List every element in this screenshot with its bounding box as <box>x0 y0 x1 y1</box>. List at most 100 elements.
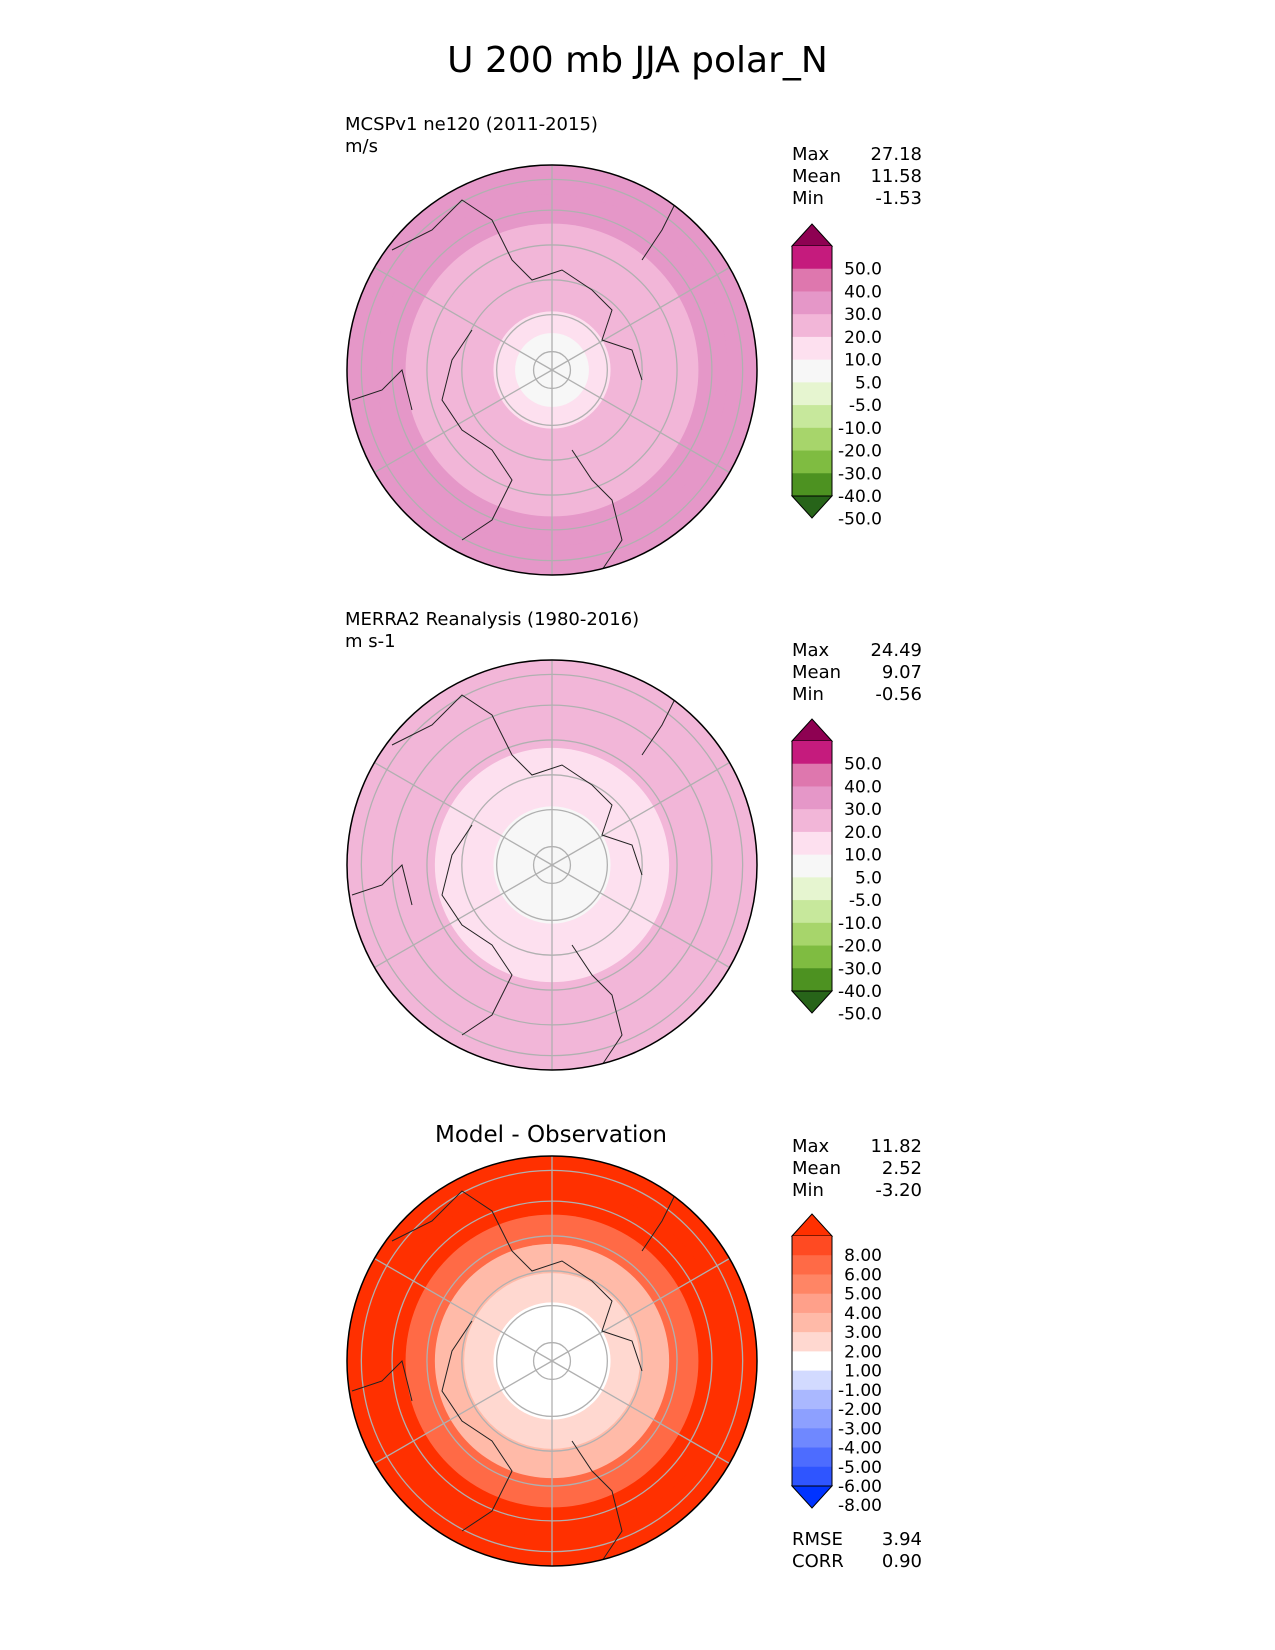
colorbar-bin <box>792 877 832 901</box>
colorbar-tick-label: 10.0 <box>844 351 882 371</box>
colorbar-tick-label: 5.0 <box>855 373 882 393</box>
panel-1-title: MCSPv1 ne120 (2011-2015) m/s <box>345 114 598 158</box>
coastlines <box>351 1180 683 1562</box>
colorbar-tick-label: -20.0 <box>838 442 882 462</box>
colorbar-outline <box>791 246 833 496</box>
colorbar-bin <box>792 1293 832 1314</box>
colorbar-bin <box>792 786 832 810</box>
stat-value-min: -3.20 <box>875 1180 922 1201</box>
metric-value-rmse: 3.94 <box>881 1529 922 1550</box>
colorbar-tick-label: -5.00 <box>838 1458 882 1478</box>
figure-title: U 200 mb JJA polar_N <box>447 40 828 81</box>
colorbar-bin <box>792 1428 832 1449</box>
colorbar-tick-label: 20.0 <box>844 328 882 348</box>
map-boundary <box>346 1155 758 1567</box>
colorbar-tick-label: 30.0 <box>844 800 882 820</box>
stat-value-mean: 2.52 <box>881 1158 922 1179</box>
colorbar-tick-label: -50.0 <box>838 510 882 530</box>
colorbar-tick-label: 4.00 <box>844 1304 882 1324</box>
colorbar-tick-label: 8.00 <box>844 1246 882 1266</box>
colorbar-bin <box>792 831 832 856</box>
colorbar-tick-label: -8.00 <box>838 1496 882 1516</box>
stat-value-mean: 9.07 <box>881 662 922 683</box>
meridian-line <box>374 761 553 866</box>
colorbar-bin <box>792 968 832 992</box>
colorbar-1: 50.040.0 30.0 20.0 10.05.0 -5.0 -10.0 -20.0-30… <box>790 223 882 530</box>
meridian-line <box>374 266 553 371</box>
colorbar-tick-label: 5.00 <box>844 1285 882 1305</box>
colorbar-tick-label: -4.00 <box>838 1439 882 1459</box>
colorbar-tick-label: -30.0 <box>838 464 882 484</box>
colorbar-bin <box>792 268 832 292</box>
colorbar-tick-label: 10.0 <box>844 846 882 866</box>
coastline <box>441 824 513 1036</box>
colorbar-min-extension <box>790 495 834 519</box>
colorbar-bin <box>792 741 832 765</box>
coastline <box>571 1440 623 1562</box>
coastline <box>351 864 413 906</box>
colorbar-tick-label: -5.0 <box>849 891 882 911</box>
coastline <box>571 944 623 1066</box>
colorbar-bin <box>792 1351 832 1372</box>
meridian-line <box>374 1360 553 1465</box>
stat-label-max: Max <box>792 640 830 661</box>
colorbar-bin <box>792 854 832 878</box>
coastline <box>351 369 413 411</box>
colorbar-tick-label: -20.0 <box>838 937 882 957</box>
colorbar-bin <box>792 246 832 270</box>
colorbar-min-extension <box>790 1485 834 1509</box>
colorbar-bin <box>792 291 832 315</box>
metric-label-corr: CORR <box>792 1551 844 1572</box>
colorbar-tick-label: -50.0 <box>838 1005 882 1025</box>
colorbar-2: 50.040.0 30.0 20.0 10.05.0 -5.0 -10.0 -20.0-30… <box>790 718 882 1025</box>
meridian-line <box>374 369 553 474</box>
coastline <box>441 329 513 541</box>
panel-2-units: m s-1 <box>345 631 396 652</box>
stat-label-min: Min <box>792 188 824 209</box>
colorbar-bin <box>792 1370 832 1391</box>
colorbar-max-extension <box>790 223 834 247</box>
meridian-line <box>551 1360 730 1465</box>
colorbar-tick-label: -30.0 <box>838 959 882 979</box>
colorbar-tick-label: 2.00 <box>844 1342 882 1362</box>
stat-value-min: -1.53 <box>875 188 922 209</box>
stat-label-min: Min <box>792 684 824 705</box>
colorbar-tick-label: 50.0 <box>844 260 882 280</box>
colorbar-bin <box>792 1389 832 1410</box>
colorbar-tick-label: 30.0 <box>844 305 882 325</box>
colorbar-bin <box>792 1274 832 1295</box>
coastline <box>351 1360 413 1402</box>
colorbar-bin <box>792 1447 832 1468</box>
colorbar-tick-label: -6.00 <box>838 1477 882 1497</box>
metric-label-rmse: RMSE <box>792 1529 843 1550</box>
colorbar-bin <box>792 922 832 947</box>
coastlines <box>351 684 683 1066</box>
stat-label-max: Max <box>792 144 830 165</box>
colorbar-tick-label: -10.0 <box>838 419 882 439</box>
panel-3-stats: Max 11.82 Mean 2.52 Min -3.20 <box>792 1136 922 1202</box>
stat-value-max: 27.18 <box>870 144 922 165</box>
colorbar-tick-label: -40.0 <box>838 487 882 507</box>
panel-1-units: m/s <box>345 136 378 157</box>
colorbar-outline <box>791 1236 833 1486</box>
meridian-line <box>551 266 730 371</box>
colorbar-tick-label: 40.0 <box>844 777 882 797</box>
coastlines <box>351 189 683 571</box>
meridian-line <box>551 864 730 969</box>
panel-3-metrics: RMSE 3.94 CORR 0.90 <box>792 1529 922 1573</box>
colorbar-bin <box>792 1255 832 1275</box>
lat-lon-grid <box>360 660 744 1070</box>
colorbar-tick-label: 50.0 <box>844 755 882 775</box>
colorbar-tick-label: 5.0 <box>855 868 882 888</box>
stat-value-max: 24.49 <box>870 640 922 661</box>
colorbar-bin <box>792 427 832 452</box>
colorbar-tick-label: 3.00 <box>844 1323 882 1343</box>
colorbar-bin <box>792 763 832 787</box>
metric-value-corr: 0.90 <box>881 1551 922 1572</box>
colorbar-bin <box>792 314 832 338</box>
colorbar-bin <box>792 1236 832 1256</box>
colorbar-tick-label: -2.00 <box>838 1400 882 1420</box>
colorbar-bin <box>792 1312 832 1333</box>
panel-1-stats: Max 27.18 Mean 11.58 Min -1.53 <box>792 144 922 210</box>
